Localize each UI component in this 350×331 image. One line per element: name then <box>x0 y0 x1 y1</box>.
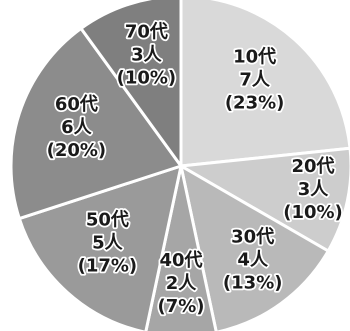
slice-percent-label: (13%) <box>223 273 283 294</box>
pie-slice-6 <box>9 26 183 221</box>
pie-label-5: 50代 5人(17%) <box>78 210 138 277</box>
pie-slices <box>9 0 350 331</box>
pie-slice-1 <box>179 0 350 168</box>
slice-category-label: 60代 <box>55 94 98 115</box>
slice-category-label: 40代 <box>159 250 202 271</box>
slice-category-label: 10代 <box>233 46 276 67</box>
slice-percent-label: (17%) <box>78 256 138 277</box>
pie-slice-5 <box>17 164 183 331</box>
slice-count-label: 5人 <box>92 233 124 254</box>
slice-count-label: 6人 <box>61 117 93 138</box>
slice-count-label: 7人 <box>239 69 271 90</box>
slice-percent-label: (7%) <box>157 296 204 317</box>
pie-label-3: 30代 4人(13%) <box>223 227 283 294</box>
pie-slice-3 <box>179 164 330 331</box>
slice-count-label: 3人 <box>298 179 330 200</box>
slice-count-label: 3人 <box>131 45 163 66</box>
pie-slice-4 <box>144 164 218 331</box>
slice-percent-label: (23%) <box>225 92 285 113</box>
slice-category-label: 70代 <box>125 22 168 43</box>
slice-category-label: 30代 <box>231 227 274 248</box>
slice-count-label: 4人 <box>237 250 269 271</box>
pie-slice-2 <box>179 146 350 253</box>
pie-label-4: 40代 2人(7%) <box>157 250 204 317</box>
pie-label-6: 60代 6人(20%) <box>47 94 107 161</box>
pie-label-2: 20代 3人(10%) <box>283 156 343 223</box>
slice-category-label: 50代 <box>86 210 129 231</box>
pie-slice-7 <box>79 0 183 168</box>
slice-percent-label: (10%) <box>117 68 177 89</box>
slice-percent-label: (10%) <box>283 202 343 223</box>
slice-category-label: 20代 <box>291 156 334 177</box>
slice-percent-label: (20%) <box>47 140 107 161</box>
pie-label-1: 10代 7人(23%) <box>225 46 285 113</box>
pie-label-7: 70代 3人(10%) <box>117 22 177 89</box>
slice-count-label: 2人 <box>166 273 198 294</box>
pie-labels: 10代 7人(23%)20代 3人(10%)30代 4人(13%)40代 2人(7%)5… <box>45 20 345 319</box>
